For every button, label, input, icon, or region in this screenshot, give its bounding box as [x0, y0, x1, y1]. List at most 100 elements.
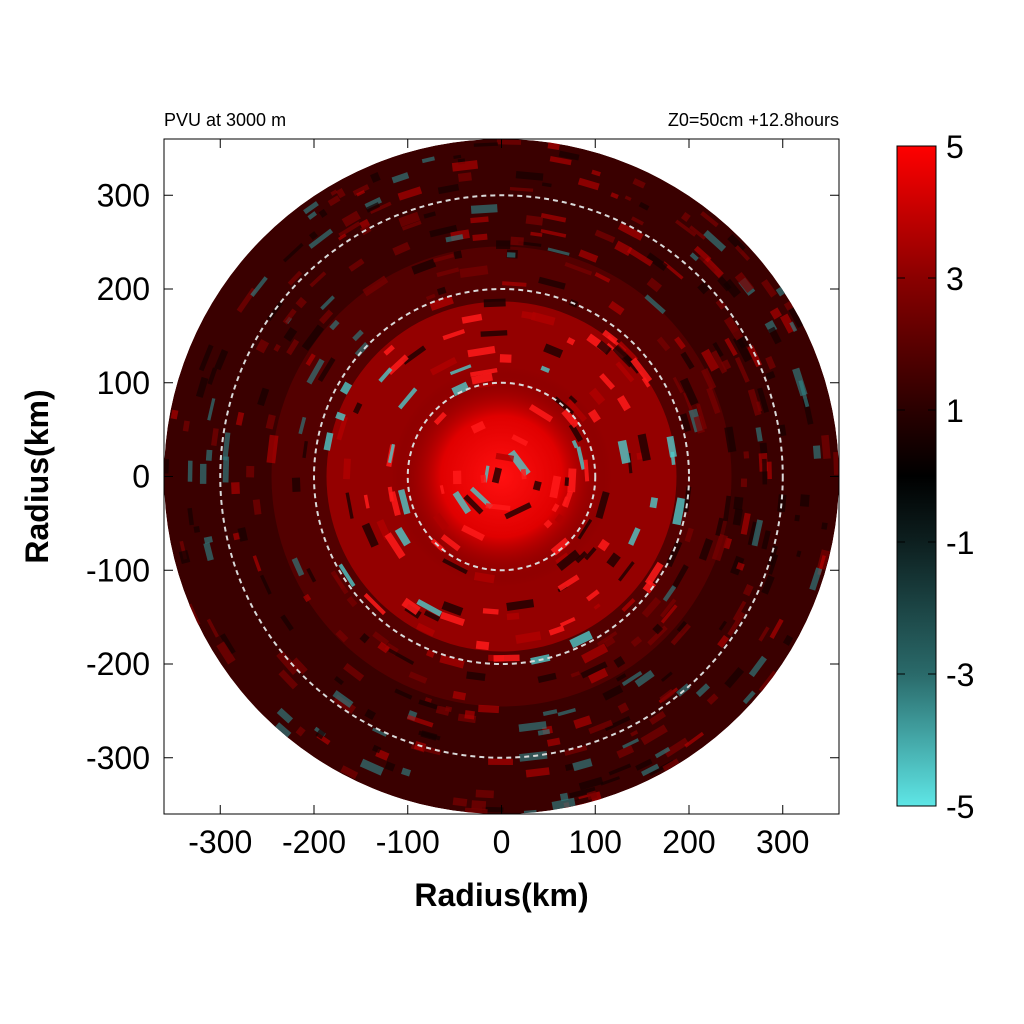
heatmap-cell	[301, 324, 325, 351]
heatmap-cell	[755, 427, 763, 442]
heatmap-cell	[480, 474, 487, 484]
heatmap-cell	[696, 403, 708, 430]
heatmap-cell	[273, 343, 281, 352]
heatmap-cell	[441, 601, 464, 616]
heatmap-cell	[295, 296, 307, 309]
heatmap-cell	[632, 178, 646, 189]
heatmap-cell	[616, 745, 635, 759]
heatmap-cell	[291, 477, 301, 492]
heatmap-cell	[672, 497, 686, 526]
heatmap-cell	[439, 654, 465, 669]
heatmap-cell	[538, 276, 566, 290]
heatmap-cell	[470, 204, 498, 214]
heatmap-cell	[821, 434, 831, 460]
heatmap-cell	[320, 295, 335, 311]
heatmap-cell	[698, 538, 714, 561]
y-tick-label: -300	[86, 740, 150, 776]
heatmap-cell	[278, 669, 298, 690]
heatmap-cell	[564, 763, 574, 772]
heatmap-cell	[478, 382, 497, 389]
heatmap-cell	[556, 549, 581, 572]
heatmap-cell	[372, 727, 387, 737]
heatmap-cell	[205, 449, 213, 461]
heatmap-cell	[542, 709, 558, 716]
heatmap-cell	[701, 348, 720, 372]
heatmap-cell	[706, 693, 719, 705]
heatmap-cell	[475, 640, 490, 651]
heatmap-cell	[506, 599, 535, 611]
heatmap-cell	[354, 341, 370, 358]
heatmap-cell	[540, 365, 551, 374]
heatmap-cell	[453, 154, 462, 159]
heatmap-cell	[469, 367, 498, 377]
heatmap-cell	[319, 309, 334, 325]
heatmap-cell	[672, 376, 684, 394]
heatmap-cell	[389, 491, 401, 516]
reference-circle	[313, 288, 690, 665]
heatmap-cell	[442, 558, 468, 575]
heatmap-cell	[303, 593, 312, 603]
heatmap-cell	[597, 538, 610, 552]
heatmap-cell	[359, 633, 370, 644]
heatmap-cell	[757, 387, 770, 413]
heatmap-cell	[540, 212, 567, 223]
heatmap-cell	[452, 690, 467, 701]
heatmap-cell	[621, 598, 636, 612]
heatmap-cell	[711, 533, 729, 562]
heatmap-cell	[473, 142, 498, 147]
heatmap-cell	[622, 738, 640, 749]
heatmap-cell	[401, 767, 412, 777]
x-tick-label: -300	[188, 824, 252, 860]
heatmap-cell	[641, 763, 660, 777]
heatmap-cell	[235, 411, 245, 426]
heatmap-cell	[411, 258, 437, 275]
heatmap-cell	[769, 618, 784, 639]
heatmap-cell	[595, 491, 610, 519]
heatmap-cell	[613, 656, 626, 668]
heatmap-cell	[762, 458, 768, 485]
heatmap-cell	[787, 306, 804, 328]
heatmap-cell	[436, 286, 447, 296]
heatmap-cell	[581, 643, 609, 664]
heatmap-cell	[789, 321, 798, 333]
heatmap-cell	[504, 502, 532, 520]
heatmap-cell	[748, 655, 767, 678]
heatmap-cell	[418, 699, 441, 711]
heatmap-cell	[318, 208, 328, 218]
heatmap-cell	[276, 650, 300, 676]
heatmap-cell	[398, 387, 418, 410]
heatmap-cell	[453, 250, 463, 260]
heatmap-cell	[459, 265, 489, 278]
heatmap-cell	[640, 724, 668, 746]
heatmap-cell	[461, 313, 483, 324]
heatmap-cell	[812, 445, 821, 459]
heatmap-cell	[317, 357, 336, 382]
heatmap-cell	[384, 532, 406, 560]
heatmap-cell	[723, 316, 744, 341]
heatmap-cell	[372, 744, 382, 754]
heatmap-cell	[799, 494, 810, 507]
heatmap-cell	[557, 708, 577, 717]
heatmap-cell	[603, 636, 616, 648]
heatmap-cell	[452, 797, 468, 807]
y-tick-label: 200	[97, 271, 150, 307]
heatmap-cell	[549, 156, 572, 166]
heatmap-cell	[451, 160, 479, 172]
heatmap-cell	[720, 359, 732, 371]
heatmap-cell	[334, 676, 344, 686]
x-tick-label: 100	[569, 824, 622, 860]
heatmap-cell	[345, 492, 354, 519]
heatmap-cell	[680, 212, 691, 222]
heatmap-cell	[596, 340, 612, 356]
heatmap-cell	[424, 697, 433, 703]
heatmap-cell	[568, 423, 584, 443]
heatmap-cell	[706, 387, 721, 415]
colorbar-tick-label: 1	[946, 393, 964, 429]
y-axis-title: Radius(km)	[19, 389, 55, 563]
heatmap-cell	[644, 294, 666, 315]
heatmap-cell	[330, 570, 349, 595]
heatmap-cell	[433, 411, 447, 426]
x-tick-label: -100	[376, 824, 440, 860]
heatmap-cell	[566, 337, 576, 346]
heatmap-cell	[727, 233, 746, 253]
